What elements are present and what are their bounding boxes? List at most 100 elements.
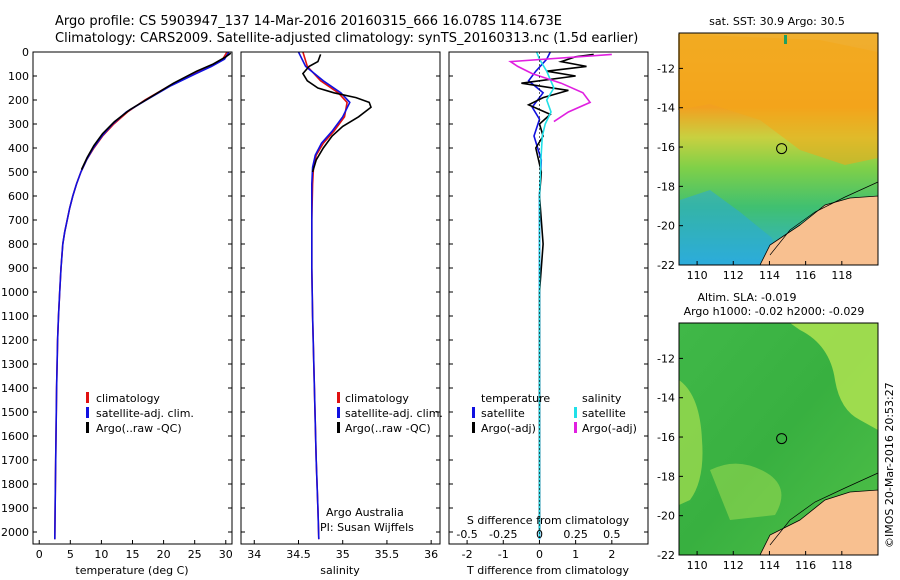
difference-axes: -2 -1 0 1 2 -0.5 -0.25 0 0.25 0.5 bbox=[449, 51, 648, 561]
series-line-climatology bbox=[54, 51, 228, 540]
map-y-tick-label: -12 bbox=[657, 352, 675, 365]
x-tick-label: 15 bbox=[126, 548, 140, 561]
y-tick-label: 1900 bbox=[1, 502, 29, 515]
legend-swatch-satellite-adj bbox=[86, 407, 89, 418]
map-x-tick-label: 114 bbox=[759, 269, 780, 282]
legend-climatology: climatology bbox=[96, 392, 160, 405]
legend-t-argo: Argo(-adj) bbox=[481, 422, 536, 435]
y-tick-label: 1500 bbox=[1, 406, 29, 419]
y-tick-label: 600 bbox=[8, 190, 29, 203]
y-tick-label: 1800 bbox=[1, 478, 29, 491]
map-y-tick-label: -12 bbox=[657, 62, 675, 75]
x-tick-label: 10 bbox=[94, 548, 108, 561]
legend-salinity-title: salinity bbox=[582, 392, 622, 405]
legend-swatch-climatology bbox=[337, 392, 340, 403]
series-line-climatology bbox=[302, 51, 348, 540]
x-tick-label: 25 bbox=[188, 548, 202, 561]
y-tick-label: 900 bbox=[8, 262, 29, 275]
x2-tick-label: 0.25 bbox=[563, 528, 588, 541]
map-x-tick-label: 114 bbox=[759, 559, 780, 572]
y-tick-label: 200 bbox=[8, 94, 29, 107]
salinity-axes-frame bbox=[240, 51, 441, 545]
map-x-tick-label: 112 bbox=[723, 269, 744, 282]
legend-s-satellite: satellite bbox=[582, 407, 626, 420]
legend-argo: Argo(..raw -QC) bbox=[345, 422, 431, 435]
map-y-tick-label: -16 bbox=[657, 431, 675, 444]
x-tick-label: 35 bbox=[336, 548, 350, 561]
x-tick-label: 36 bbox=[424, 548, 438, 561]
sst-map-title: sat. SST: 30.9 Argo: 30.5 bbox=[709, 15, 845, 28]
y-tick-label: 1600 bbox=[1, 430, 29, 443]
y-tick-label: 400 bbox=[8, 142, 29, 155]
series-line-satellite-adj-clim- bbox=[297, 51, 351, 540]
y-tick-label: 300 bbox=[8, 118, 29, 131]
x-tick-label: 30 bbox=[219, 548, 233, 561]
map-y-tick-label: -14 bbox=[657, 102, 675, 115]
x-tick-label: 34 bbox=[247, 548, 261, 561]
y-tick-label: 1200 bbox=[1, 334, 29, 347]
sst-bathymetry-contour bbox=[769, 181, 879, 256]
difference-panel: -2 -1 0 1 2 -0.5 -0.25 0 0.25 0.5 T difference fr… bbox=[448, 51, 649, 577]
header-line-2: Climatology: CARS2009. Satellite-adjuste… bbox=[55, 31, 638, 46]
legend-swatch-argo bbox=[86, 422, 89, 433]
salinity-axes: 34 34.5 35 35.5 36 bbox=[241, 51, 440, 561]
x-tick-label: 34.5 bbox=[286, 548, 311, 561]
x-tick-label: 20 bbox=[157, 548, 171, 561]
x2-tick-label: -0.5 bbox=[456, 528, 477, 541]
legend-swatch-argo bbox=[337, 422, 340, 433]
y-tick-label: 2000 bbox=[1, 526, 29, 539]
x-tick-label: 0 bbox=[36, 548, 43, 561]
map-y-tick-label: -14 bbox=[657, 392, 675, 405]
x-tick-label: 1 bbox=[572, 548, 579, 561]
map-y-tick-label: -16 bbox=[657, 141, 675, 154]
sla-map-title: Altim. SLA: -0.019 bbox=[697, 291, 796, 304]
sla-map-axes: 110 112 114 116 118 -12 -14 -16 -18 -20 -22 bbox=[657, 352, 852, 572]
legend-temperature-title: temperature bbox=[481, 392, 550, 405]
y-tick-label: 500 bbox=[8, 166, 29, 179]
temperature-axes-frame bbox=[32, 51, 233, 545]
map-y-tick-label: -18 bbox=[657, 180, 675, 193]
legend-t-satellite: satellite bbox=[481, 407, 525, 420]
sst-cool-patch bbox=[680, 190, 778, 265]
s-difference-xlabel: S difference from climatology bbox=[467, 514, 630, 527]
series-line-argo-raw-qc- bbox=[301, 54, 372, 173]
sst-pixel-mark bbox=[784, 35, 787, 44]
x2-tick-label: 0.5 bbox=[603, 528, 621, 541]
sst-map-panel: sat. SST: 30.9 Argo: 30.5 110 112 114 116 11… bbox=[657, 15, 879, 282]
legend-swatch-s-satellite bbox=[574, 407, 577, 418]
legend-argo: Argo(..raw -QC) bbox=[96, 422, 182, 435]
y-tick-label: 1100 bbox=[1, 310, 29, 323]
legend-swatch-satellite-adj bbox=[337, 407, 340, 418]
salinity-legend: climatology satellite-adj. clim. Argo(..… bbox=[337, 392, 443, 435]
x-tick-label: -2 bbox=[462, 548, 473, 561]
x-tick-label: -1 bbox=[498, 548, 509, 561]
y-tick-label: 100 bbox=[8, 70, 29, 83]
x2-tick-label: 0 bbox=[536, 528, 543, 541]
map-x-tick-label: 110 bbox=[687, 559, 708, 572]
x-tick-label: 0 bbox=[536, 548, 543, 561]
map-y-tick-label: -22 bbox=[657, 259, 675, 272]
legend-swatch-s-argo bbox=[574, 422, 577, 433]
sst-map-axes: 110 112 114 116 118 -12 -14 -16 -18 -20 -22 bbox=[657, 62, 852, 282]
header-line-1: Argo profile: CS 5903947_137 14-Mar-2016… bbox=[55, 14, 562, 29]
legend-swatch-t-argo bbox=[472, 422, 475, 433]
salinity-xlabel: salinity bbox=[320, 564, 360, 577]
map-x-tick-label: 118 bbox=[831, 269, 852, 282]
legend-swatch-climatology bbox=[86, 392, 89, 403]
map-x-tick-label: 116 bbox=[795, 269, 816, 282]
x-tick-label: 2 bbox=[608, 548, 615, 561]
y-tick-label: 1700 bbox=[1, 454, 29, 467]
argo-australia-note: Argo Australia bbox=[326, 506, 404, 519]
difference-axes-frame bbox=[448, 51, 649, 545]
legend-satellite-adj: satellite-adj. clim. bbox=[96, 407, 194, 420]
y-tick-label: 1400 bbox=[1, 382, 29, 395]
map-x-tick-label: 116 bbox=[795, 559, 816, 572]
salinity-panel: 34 34.5 35 35.5 36 salinity climatology sate… bbox=[240, 51, 443, 577]
temperature-legend: climatology satellite-adj. clim. Argo(..… bbox=[86, 392, 194, 435]
y-tick-label: 1300 bbox=[1, 358, 29, 371]
y-tick-label: 700 bbox=[8, 214, 29, 227]
legend-satellite-adj: satellite-adj. clim. bbox=[345, 407, 443, 420]
map-y-tick-label: -20 bbox=[657, 220, 675, 233]
map-y-tick-label: -20 bbox=[657, 510, 675, 523]
argo-location-marker bbox=[776, 143, 788, 155]
